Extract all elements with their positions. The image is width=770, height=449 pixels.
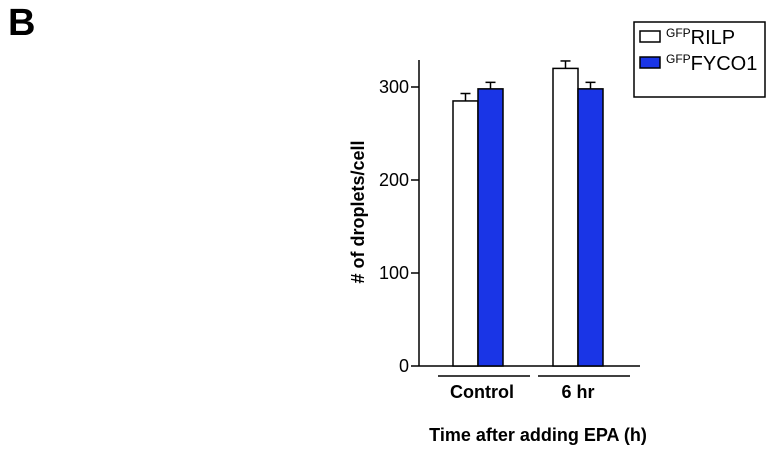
y-tick-label-200: 200 — [379, 170, 409, 190]
panel-label: B — [8, 2, 36, 44]
bar-fyco1-1 — [577, 88, 604, 367]
legend-swatch-rilp — [639, 30, 661, 43]
y-tick-label-100: 100 — [379, 263, 409, 283]
labels: Control 6 hr # of droplets/cell Time after … — [348, 140, 647, 445]
bar-rilp-1 — [552, 67, 579, 367]
axes: 0 100 200 300 — [379, 60, 640, 376]
y-axis-title: # of droplets/cell — [348, 140, 368, 283]
category-label-1: 6 hr — [561, 382, 594, 402]
bars — [452, 60, 604, 367]
x-axis-title: Time after adding EPA (h) — [429, 425, 647, 445]
legend-swatch-fyco1 — [639, 56, 661, 69]
legend-label-fyco1: GFPFYCO1 — [666, 52, 757, 75]
bar-fyco1-0 — [477, 88, 504, 367]
y-tick-label-0: 0 — [399, 356, 409, 376]
bar-rilp-0 — [452, 100, 479, 367]
category-label-0: Control — [450, 382, 514, 402]
y-tick-label-300: 300 — [379, 77, 409, 97]
legend-label-rilp: GFPRILP — [666, 26, 735, 49]
legend: GFPRILP GFPFYCO1 — [633, 21, 766, 98]
